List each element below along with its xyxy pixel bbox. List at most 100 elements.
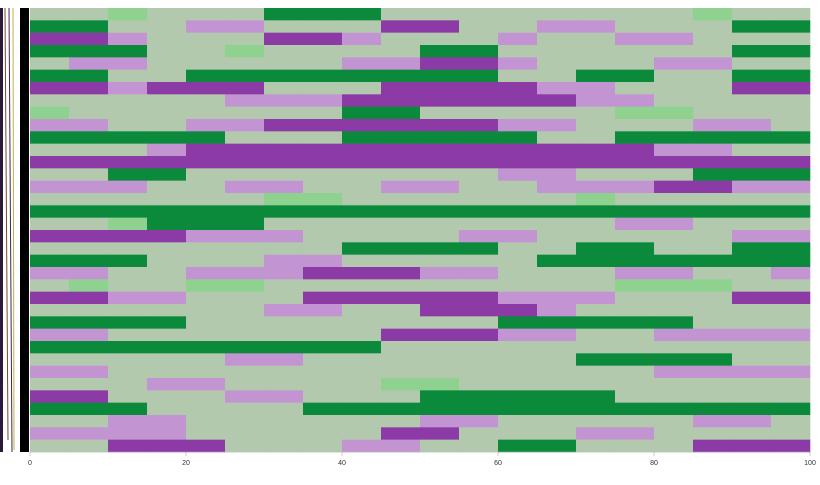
heatmap-cell (615, 267, 655, 280)
heatmap-cell (537, 69, 577, 83)
heatmap-cell (615, 378, 655, 391)
heatmap-cell (264, 427, 304, 440)
heatmap-cell (303, 32, 343, 46)
heatmap-cell (693, 32, 733, 46)
heatmap-cell (30, 439, 70, 453)
heatmap-cell (537, 304, 577, 317)
heatmap-cell (186, 439, 226, 453)
heatmap-cell (576, 131, 616, 144)
heatmap-cell (420, 230, 460, 243)
heatmap-cell (537, 415, 577, 428)
heatmap-cell (732, 20, 772, 33)
heatmap-cell (693, 230, 733, 243)
heatmap-cell (147, 341, 187, 354)
heatmap-cell (693, 8, 733, 21)
heatmap-cell (420, 193, 460, 206)
heatmap-cell (264, 279, 304, 292)
heatmap-cell (108, 267, 148, 280)
heatmap-cell (732, 254, 772, 268)
heatmap-cell (459, 365, 499, 379)
heatmap-cell (771, 365, 811, 379)
heatmap-cell (108, 32, 148, 46)
heatmap-cell (108, 242, 148, 255)
heatmap-cell (225, 106, 265, 120)
heatmap-cell (693, 316, 733, 329)
heatmap-cell (147, 205, 187, 218)
heatmap-cell (498, 230, 538, 243)
heatmap-cell (459, 8, 499, 21)
heatmap-cell (30, 8, 70, 21)
heatmap-cell (147, 82, 187, 95)
heatmap-cell (615, 57, 655, 70)
heatmap-cell (576, 119, 616, 132)
heatmap-cell (108, 205, 148, 218)
heatmap-cell (498, 168, 538, 181)
heatmap-cell (381, 131, 421, 144)
heatmap-cell (771, 94, 811, 107)
heatmap-cell (303, 143, 343, 157)
heatmap-cell (537, 82, 577, 95)
heatmap-cell (264, 341, 304, 354)
heatmap-cell (69, 8, 109, 21)
heatmap-cell (459, 168, 499, 181)
heatmap-cell (693, 267, 733, 280)
heatmap-cell (420, 82, 460, 95)
heatmap-cell (147, 69, 187, 83)
heatmap-cell (459, 106, 499, 120)
x-tick-label: 80 (650, 460, 658, 467)
heatmap-cell (771, 353, 811, 366)
heatmap-cell (537, 279, 577, 292)
heatmap-cell (732, 291, 772, 305)
heatmap-cell (225, 57, 265, 70)
heatmap-cell (498, 143, 538, 157)
heatmap-cell (30, 316, 70, 329)
heatmap-cell (381, 304, 421, 317)
heatmap-cell (69, 20, 109, 33)
heatmap-cell (576, 45, 616, 58)
heatmap-cell (147, 378, 187, 391)
heatmap-cell (108, 341, 148, 354)
heatmap-cell (576, 439, 616, 453)
heatmap-cell (108, 291, 148, 305)
heatmap-cell (576, 304, 616, 317)
heatmap-cell (693, 254, 733, 268)
heatmap-cell (693, 82, 733, 95)
heatmap-cell (186, 94, 226, 107)
heatmap-cell (459, 415, 499, 428)
heatmap-cell (69, 217, 109, 231)
heatmap-cell (732, 106, 772, 120)
heatmap-cell (537, 353, 577, 366)
heatmap-cell (303, 8, 343, 21)
heatmap-cell (537, 8, 577, 21)
heatmap-cell (186, 193, 226, 206)
heatmap-cell (459, 119, 499, 132)
heatmap-cell (147, 279, 187, 292)
heatmap-cell (537, 143, 577, 157)
heatmap-cell (537, 180, 577, 194)
heatmap-cell (732, 230, 772, 243)
heatmap-cell (732, 365, 772, 379)
heatmap-cell (381, 291, 421, 305)
heatmap-cell (576, 328, 616, 342)
heatmap-cell (615, 106, 655, 120)
heatmap-cell (264, 304, 304, 317)
heatmap-cell (342, 131, 382, 144)
heatmap-cell (732, 143, 772, 157)
heatmap-cell (381, 156, 421, 169)
heatmap-cell (147, 94, 187, 107)
heatmap-cell (225, 304, 265, 317)
heatmap-cell (186, 230, 226, 243)
heatmap-cell (303, 415, 343, 428)
heatmap-cell (186, 254, 226, 268)
heatmap-cell (303, 378, 343, 391)
heatmap-cell (381, 8, 421, 21)
heatmap-cell (615, 254, 655, 268)
heatmap-cell (459, 267, 499, 280)
heatmap-cell (576, 168, 616, 181)
heatmap-cell (420, 180, 460, 194)
heatmap-cell (30, 57, 70, 70)
heatmap-cell (30, 341, 70, 354)
heatmap-cell (771, 106, 811, 120)
heatmap-cell (147, 230, 187, 243)
